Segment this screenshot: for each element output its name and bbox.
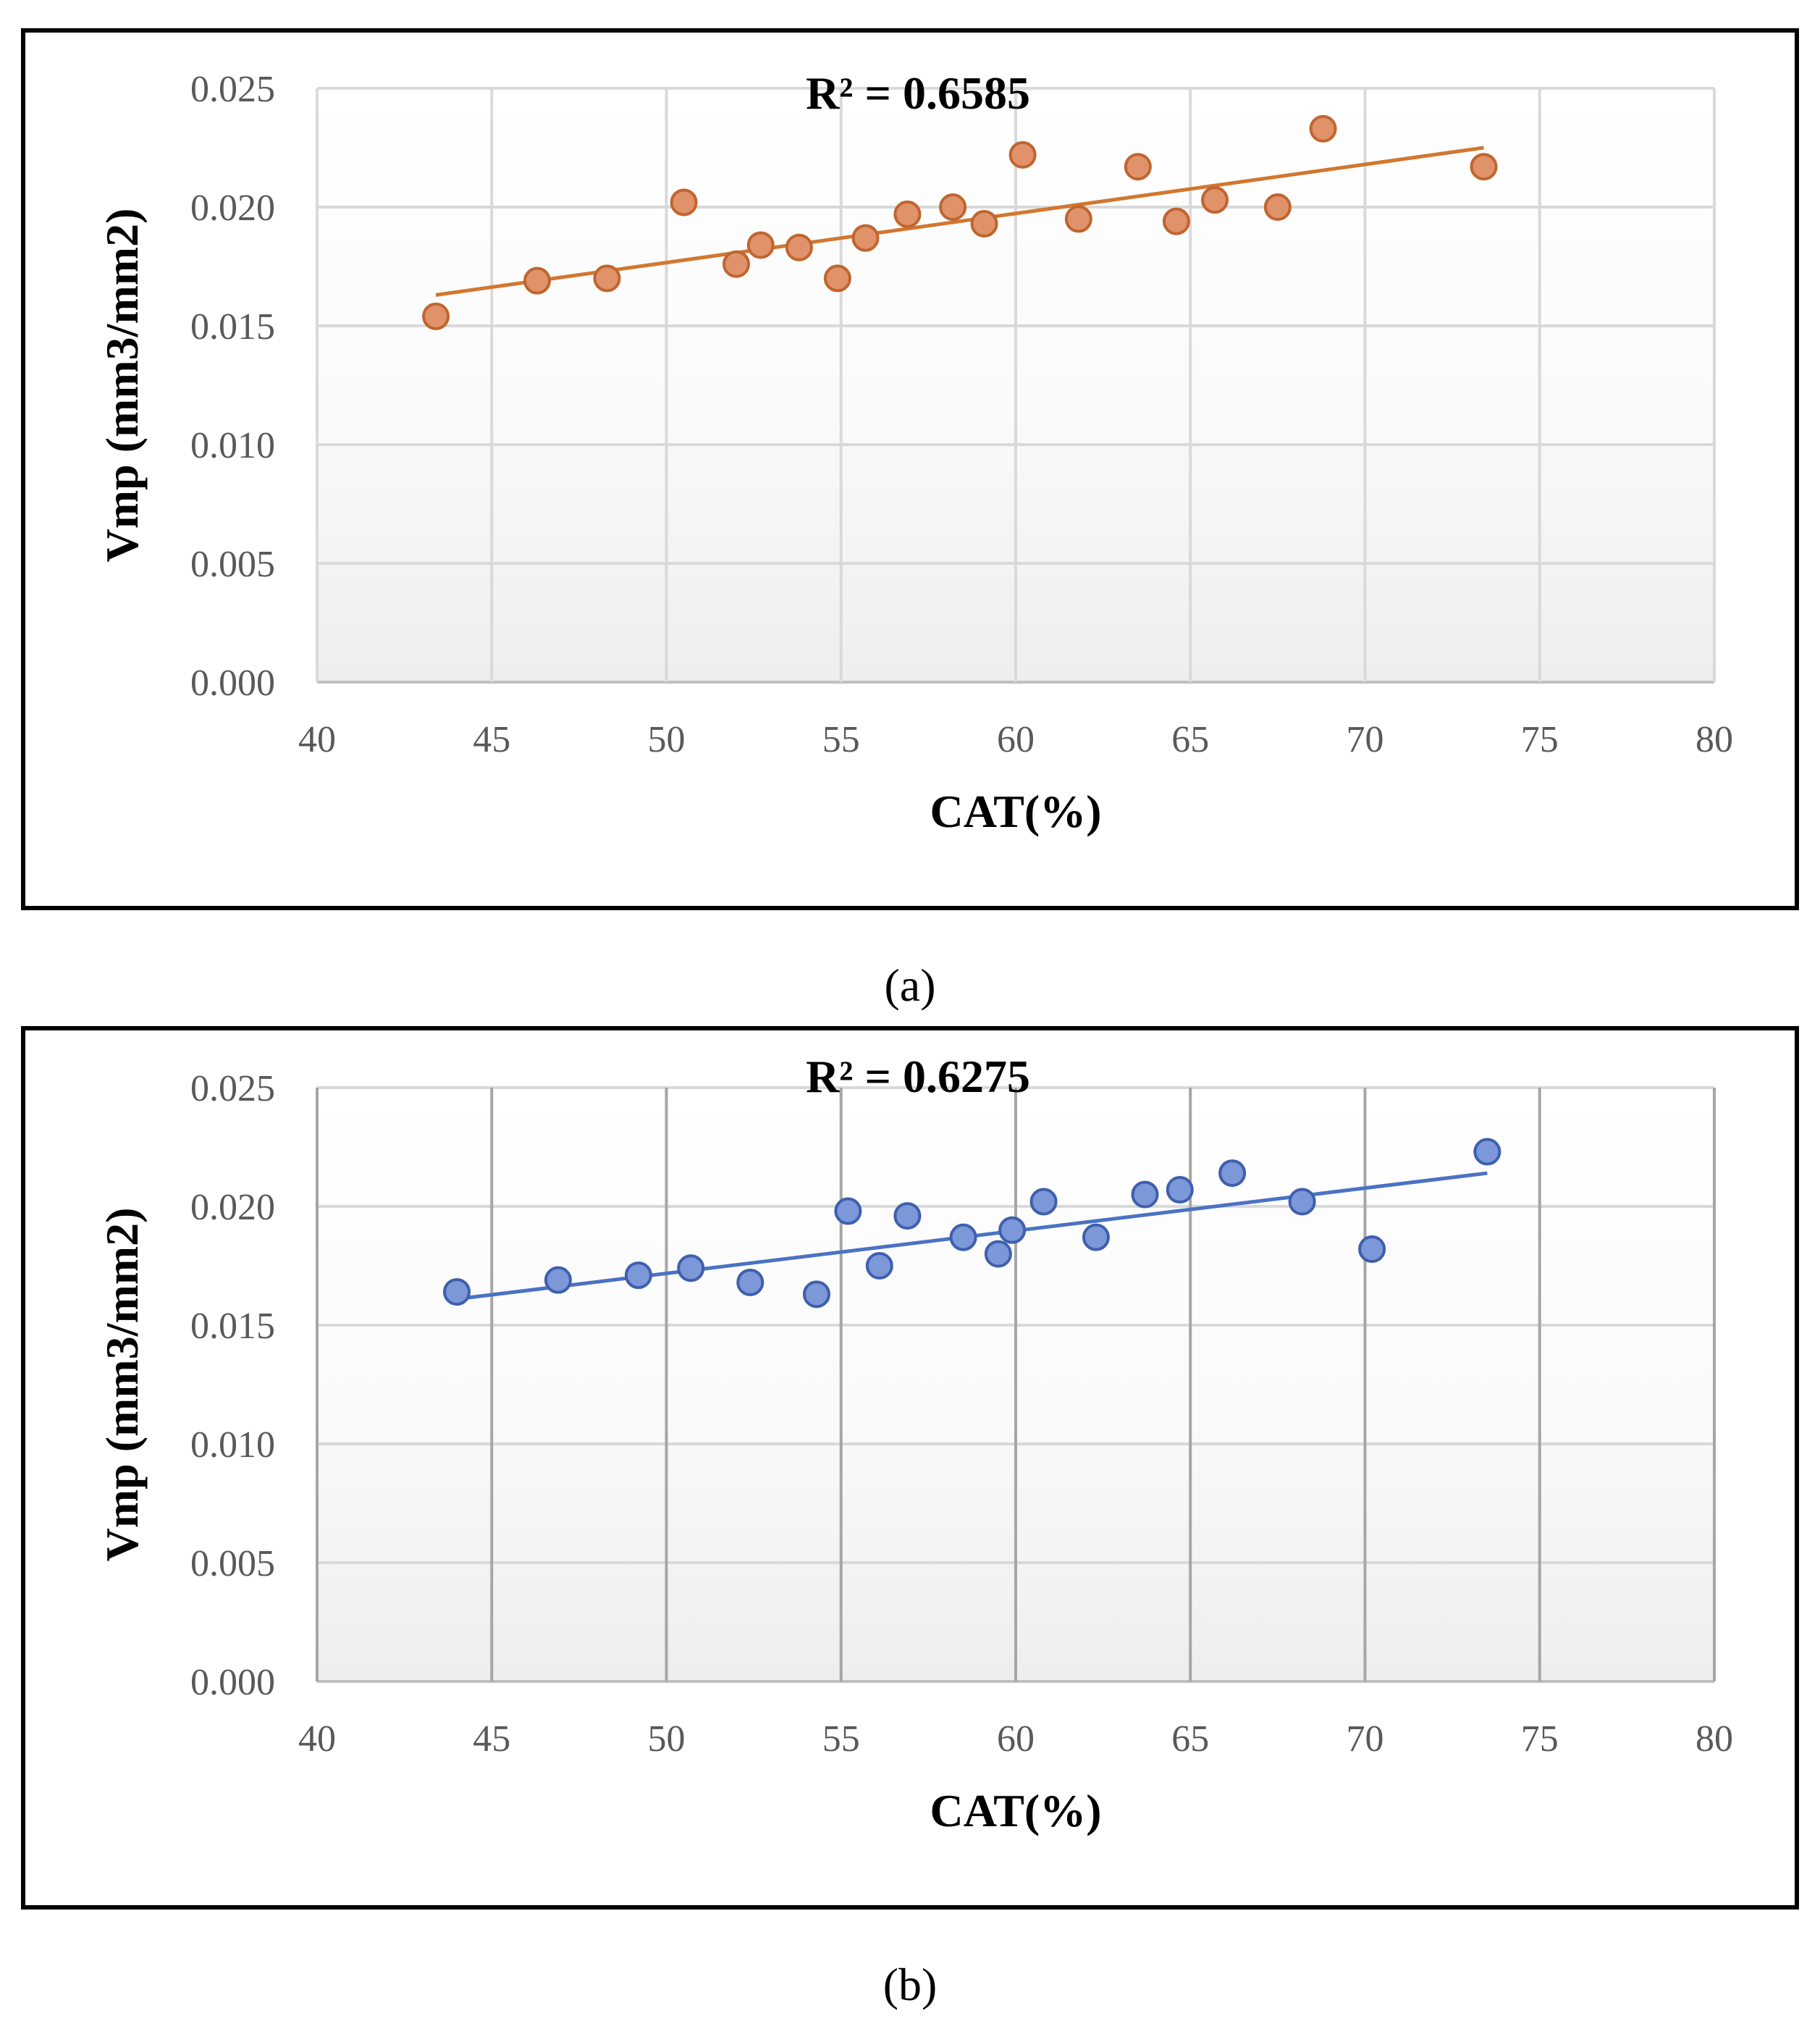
y-tick-label: 0.010	[190, 425, 275, 466]
x-tick-labels-a: 40 45 50 55 60 65 70 75 80	[298, 719, 1733, 760]
y-axis-label-a: Vmp (mm3/mm2)	[96, 209, 148, 563]
y-tick-label: 0.000	[190, 1662, 275, 1703]
x-tick-label: 50	[648, 1718, 686, 1760]
data-point	[1473, 1138, 1501, 1166]
data-point	[939, 193, 967, 221]
data-point	[1166, 1176, 1194, 1204]
data-point	[1008, 140, 1037, 169]
caption-b: (b)	[883, 1959, 938, 2010]
data-point	[823, 264, 851, 293]
y-tick-label: 0.015	[190, 1306, 275, 1347]
x-tick-label: 70	[1347, 719, 1384, 760]
data-point	[1218, 1159, 1247, 1188]
data-point	[1201, 186, 1229, 214]
data-point	[593, 264, 621, 293]
y-tick-label: 0.020	[190, 1187, 275, 1228]
data-point	[970, 209, 998, 238]
data-point	[670, 188, 698, 217]
x-tick-label: 60	[997, 1718, 1035, 1760]
data-point	[422, 302, 450, 330]
y-tick-label: 0.005	[190, 1543, 275, 1584]
data-point	[785, 233, 813, 261]
data-point	[851, 224, 880, 252]
data-point	[1309, 114, 1337, 143]
x-tick-label: 55	[822, 719, 860, 760]
data-point	[1470, 153, 1498, 181]
x-tick-label: 55	[822, 1718, 860, 1760]
chart-panel-a: 0.000 0.005 0.010 0.015 0.020 0.025 40 45 50 55 6…	[21, 28, 1799, 910]
y-tick-label: 0.015	[190, 306, 275, 348]
data-point	[1029, 1188, 1058, 1216]
y-tick-label: 0.025	[190, 69, 275, 110]
x-tick-label: 50	[648, 719, 686, 760]
data-point	[736, 1268, 764, 1296]
x-tick-label: 45	[473, 1718, 510, 1760]
x-tick-label: 40	[298, 719, 336, 760]
x-tick-label: 75	[1521, 1718, 1559, 1760]
y-tick-labels-a: 0.000 0.005 0.010 0.015 0.020 0.025	[190, 69, 275, 704]
data-point	[802, 1280, 830, 1308]
data-point	[1263, 193, 1292, 221]
data-point	[865, 1252, 893, 1280]
data-point	[1288, 1188, 1316, 1216]
caption-a: (a)	[884, 959, 935, 1011]
data-point	[1124, 153, 1152, 181]
r-squared-label-b: R² = 0.6275	[806, 1051, 1030, 1102]
data-point	[624, 1261, 652, 1290]
x-tick-labels-b: 40 45 50 55 60 65 70 75 80	[298, 1718, 1733, 1760]
r-squared-label-a: R² = 0.6585	[806, 67, 1030, 119]
x-tick-label: 40	[298, 1718, 336, 1760]
data-point	[1064, 205, 1092, 233]
data-point	[949, 1223, 977, 1251]
data-point	[893, 200, 922, 228]
data-points-b	[443, 1138, 1501, 1308]
data-point	[677, 1254, 705, 1282]
x-tick-label: 80	[1695, 719, 1733, 760]
y-axis-label-b: Vmp (mm3/mm2)	[96, 1208, 148, 1562]
data-point	[1082, 1223, 1110, 1251]
data-point	[523, 266, 551, 295]
data-points-a	[422, 114, 1498, 330]
gridlines-a	[316, 87, 1716, 684]
x-tick-label: 65	[1171, 719, 1209, 760]
y-tick-label: 0.020	[190, 188, 275, 229]
y-tick-label: 0.010	[190, 1424, 275, 1466]
x-tick-label: 45	[473, 719, 510, 760]
data-point	[722, 250, 750, 278]
data-point	[443, 1278, 471, 1306]
data-point	[746, 231, 775, 259]
data-point	[1358, 1235, 1386, 1264]
x-tick-label: 70	[1347, 1718, 1384, 1760]
x-tick-label: 80	[1695, 1718, 1733, 1760]
data-point	[544, 1266, 572, 1294]
data-point	[834, 1197, 862, 1225]
x-tick-label: 65	[1171, 1718, 1209, 1760]
y-tick-label: 0.000	[190, 663, 275, 704]
x-tick-label: 60	[997, 719, 1035, 760]
data-point	[984, 1240, 1012, 1268]
data-point	[998, 1216, 1027, 1244]
data-point	[1162, 207, 1190, 235]
chart-panel-b: 0.000 0.005 0.010 0.015 0.020 0.025 40 45 50 55 6…	[21, 1026, 1799, 1910]
x-axis-label-a: CAT(%)	[930, 786, 1102, 837]
y-tick-labels-b: 0.000 0.005 0.010 0.015 0.020 0.025	[190, 1068, 275, 1703]
x-axis-label-b: CAT(%)	[930, 1785, 1102, 1836]
data-point	[893, 1202, 922, 1230]
y-tick-label: 0.005	[190, 544, 275, 585]
x-tick-label: 75	[1521, 719, 1559, 760]
y-tick-label: 0.025	[190, 1068, 275, 1109]
data-point	[1131, 1180, 1159, 1209]
